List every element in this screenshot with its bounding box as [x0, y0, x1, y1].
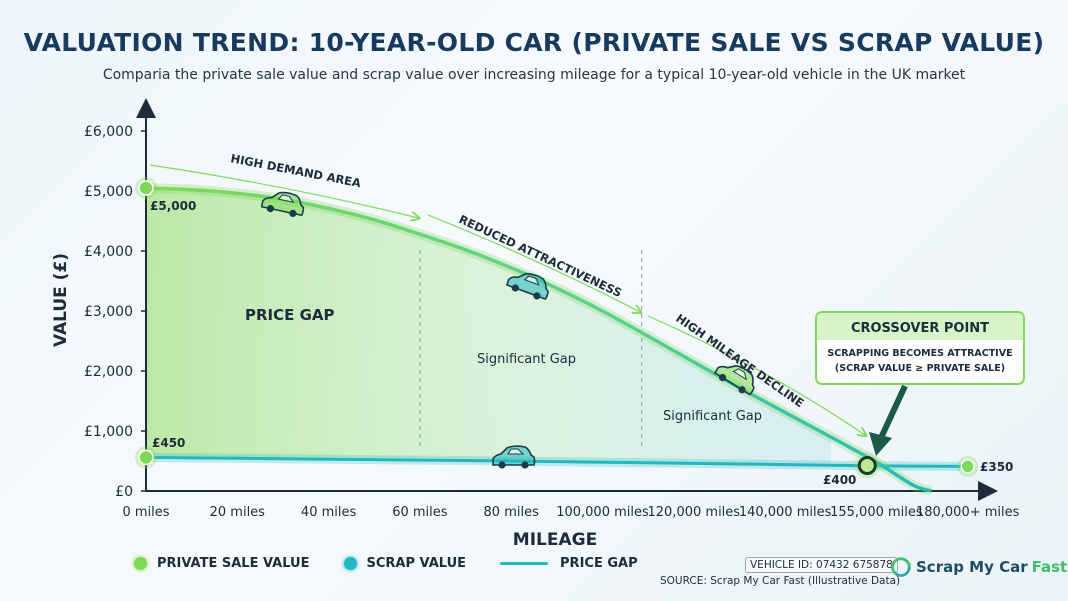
brand-logo: Scrap My Car Fast [890, 556, 1067, 578]
y-tick-label: £5,000 [84, 184, 133, 200]
source-note: SOURCE: Scrap My Car Fast (Illustrative … [660, 575, 901, 587]
legend-label-scrap: SCRAP VALUE [366, 556, 467, 571]
price-gap-area [146, 188, 831, 466]
zone-label-high-demand: HIGH DEMAND AREA [229, 151, 362, 190]
car-icons [260, 191, 755, 469]
price-gap-label: PRICE GAP [245, 306, 335, 324]
x-tick-label: 0 miles [122, 505, 169, 520]
y-tick-label: £2,000 [84, 364, 133, 380]
x-tick-label: 155,000 miles [830, 505, 923, 520]
y-tick-labels: £0 £1,000 £2,000 £3,000 £4,000 £5,000 £6,000 [84, 124, 146, 500]
car-window [523, 275, 540, 286]
page-title: VALUATION TREND: 10-YEAR-OLD CAR (PRIVAT… [23, 28, 1045, 57]
car-icon [492, 445, 536, 469]
y-tick-label: £1,000 [84, 424, 133, 440]
y-tick-label: £4,000 [84, 244, 133, 260]
zone-dividers [419, 250, 643, 450]
scrap-start-marker [138, 449, 154, 466]
car-wheel [533, 292, 541, 300]
significant-gap-label-1: Significant Gap [477, 352, 576, 367]
crossover-title: CROSSOVER POINT [851, 321, 989, 336]
significant-gap-label-2: Significant Gap [663, 409, 762, 424]
x-axis-title: MILEAGE [513, 530, 597, 550]
crossover-line-1: SCRAPPING BECOMES ATTRACTIVE [827, 348, 1012, 359]
car-window [277, 194, 295, 203]
crossover-arrow [877, 384, 908, 442]
label-450: £450 [152, 436, 185, 450]
car-window [507, 448, 525, 455]
car-body [260, 191, 305, 217]
point-markers [135, 177, 979, 479]
car-wheel [718, 373, 727, 382]
x-tick-labels: 0 miles 20 miles 40 miles 60 miles 80 miles 1… [122, 505, 1019, 520]
car-wheel [738, 386, 746, 394]
car-body [492, 445, 536, 466]
zone-arrow-reduced [427, 214, 640, 312]
legend-dot-private [134, 557, 147, 570]
zone-arrows [149, 164, 865, 435]
legend-item-scrap: SCRAP VALUE [343, 556, 467, 571]
car-wheel [521, 461, 529, 469]
private-start-marker [138, 180, 154, 196]
legend-item-gap: PRICE GAP [500, 556, 638, 571]
y-axis-title: VALUE (£) [51, 253, 71, 347]
scrap-end-marker [960, 459, 975, 474]
x-tick-label: 120,000 miles [648, 505, 741, 520]
x-tick-label: 100,000 miles [556, 505, 649, 520]
crossover-arrow-head [869, 432, 892, 456]
legend-label-gap: PRICE GAP [560, 556, 638, 571]
x-tick-label: 40 miles [301, 505, 357, 520]
car-window [732, 368, 747, 381]
x-tick-label: 60 miles [392, 505, 448, 520]
recycle-icon [891, 557, 912, 577]
label-5000: £5,000 [150, 199, 196, 213]
crossover-header [817, 313, 1023, 340]
brand-name-accent: Fast [1031, 558, 1068, 576]
zone-arrow-high-mileage [647, 315, 865, 435]
label-400: £400 [823, 473, 856, 487]
y-tick-label: £0 [115, 484, 133, 500]
y-tick-label: £3,000 [84, 304, 133, 320]
car-wheel [498, 461, 506, 469]
legend-dot-scrap [343, 557, 357, 570]
car-wheel [289, 209, 297, 218]
page-subtitle: Comparia the private sale value and scra… [102, 67, 966, 83]
car-icon [506, 272, 549, 300]
y-tick-label: £6,000 [84, 124, 133, 140]
x-tick-label: 80 miles [484, 505, 540, 520]
crossover-callout: CROSSOVER POINT SCRAPPING BECOMES ATTRAC… [815, 311, 1025, 456]
x-tick-label: 20 miles [210, 505, 266, 520]
brand-name: Scrap My Car [916, 558, 1028, 576]
x-tick-label: 140,000 miles [739, 505, 832, 520]
vehicle-id: VEHICLE ID: 07432 675878 [745, 557, 898, 573]
zone-arrow-high-demand [149, 164, 418, 218]
legend-item-private: PRIVATE SALE VALUE [134, 556, 310, 571]
crossover-marker [857, 456, 877, 475]
legend-line-gap [500, 562, 549, 565]
car-wheel [266, 205, 275, 213]
legend: PRIVATE SALE VALUE SCRAP VALUE PRICE GAP [134, 556, 672, 571]
legend-label-private: PRIVATE SALE VALUE [157, 556, 310, 571]
crossover-line-2: (SCRAP VALUE ≥ PRIVATE SALE) [835, 363, 1005, 374]
scrap-value-line [145, 455, 968, 468]
label-350: £350 [980, 460, 1013, 474]
car-icon [260, 191, 305, 218]
car-wheel [511, 284, 519, 292]
x-tick-label: 180,000+ miles [916, 505, 1020, 520]
car-icon [714, 364, 755, 396]
